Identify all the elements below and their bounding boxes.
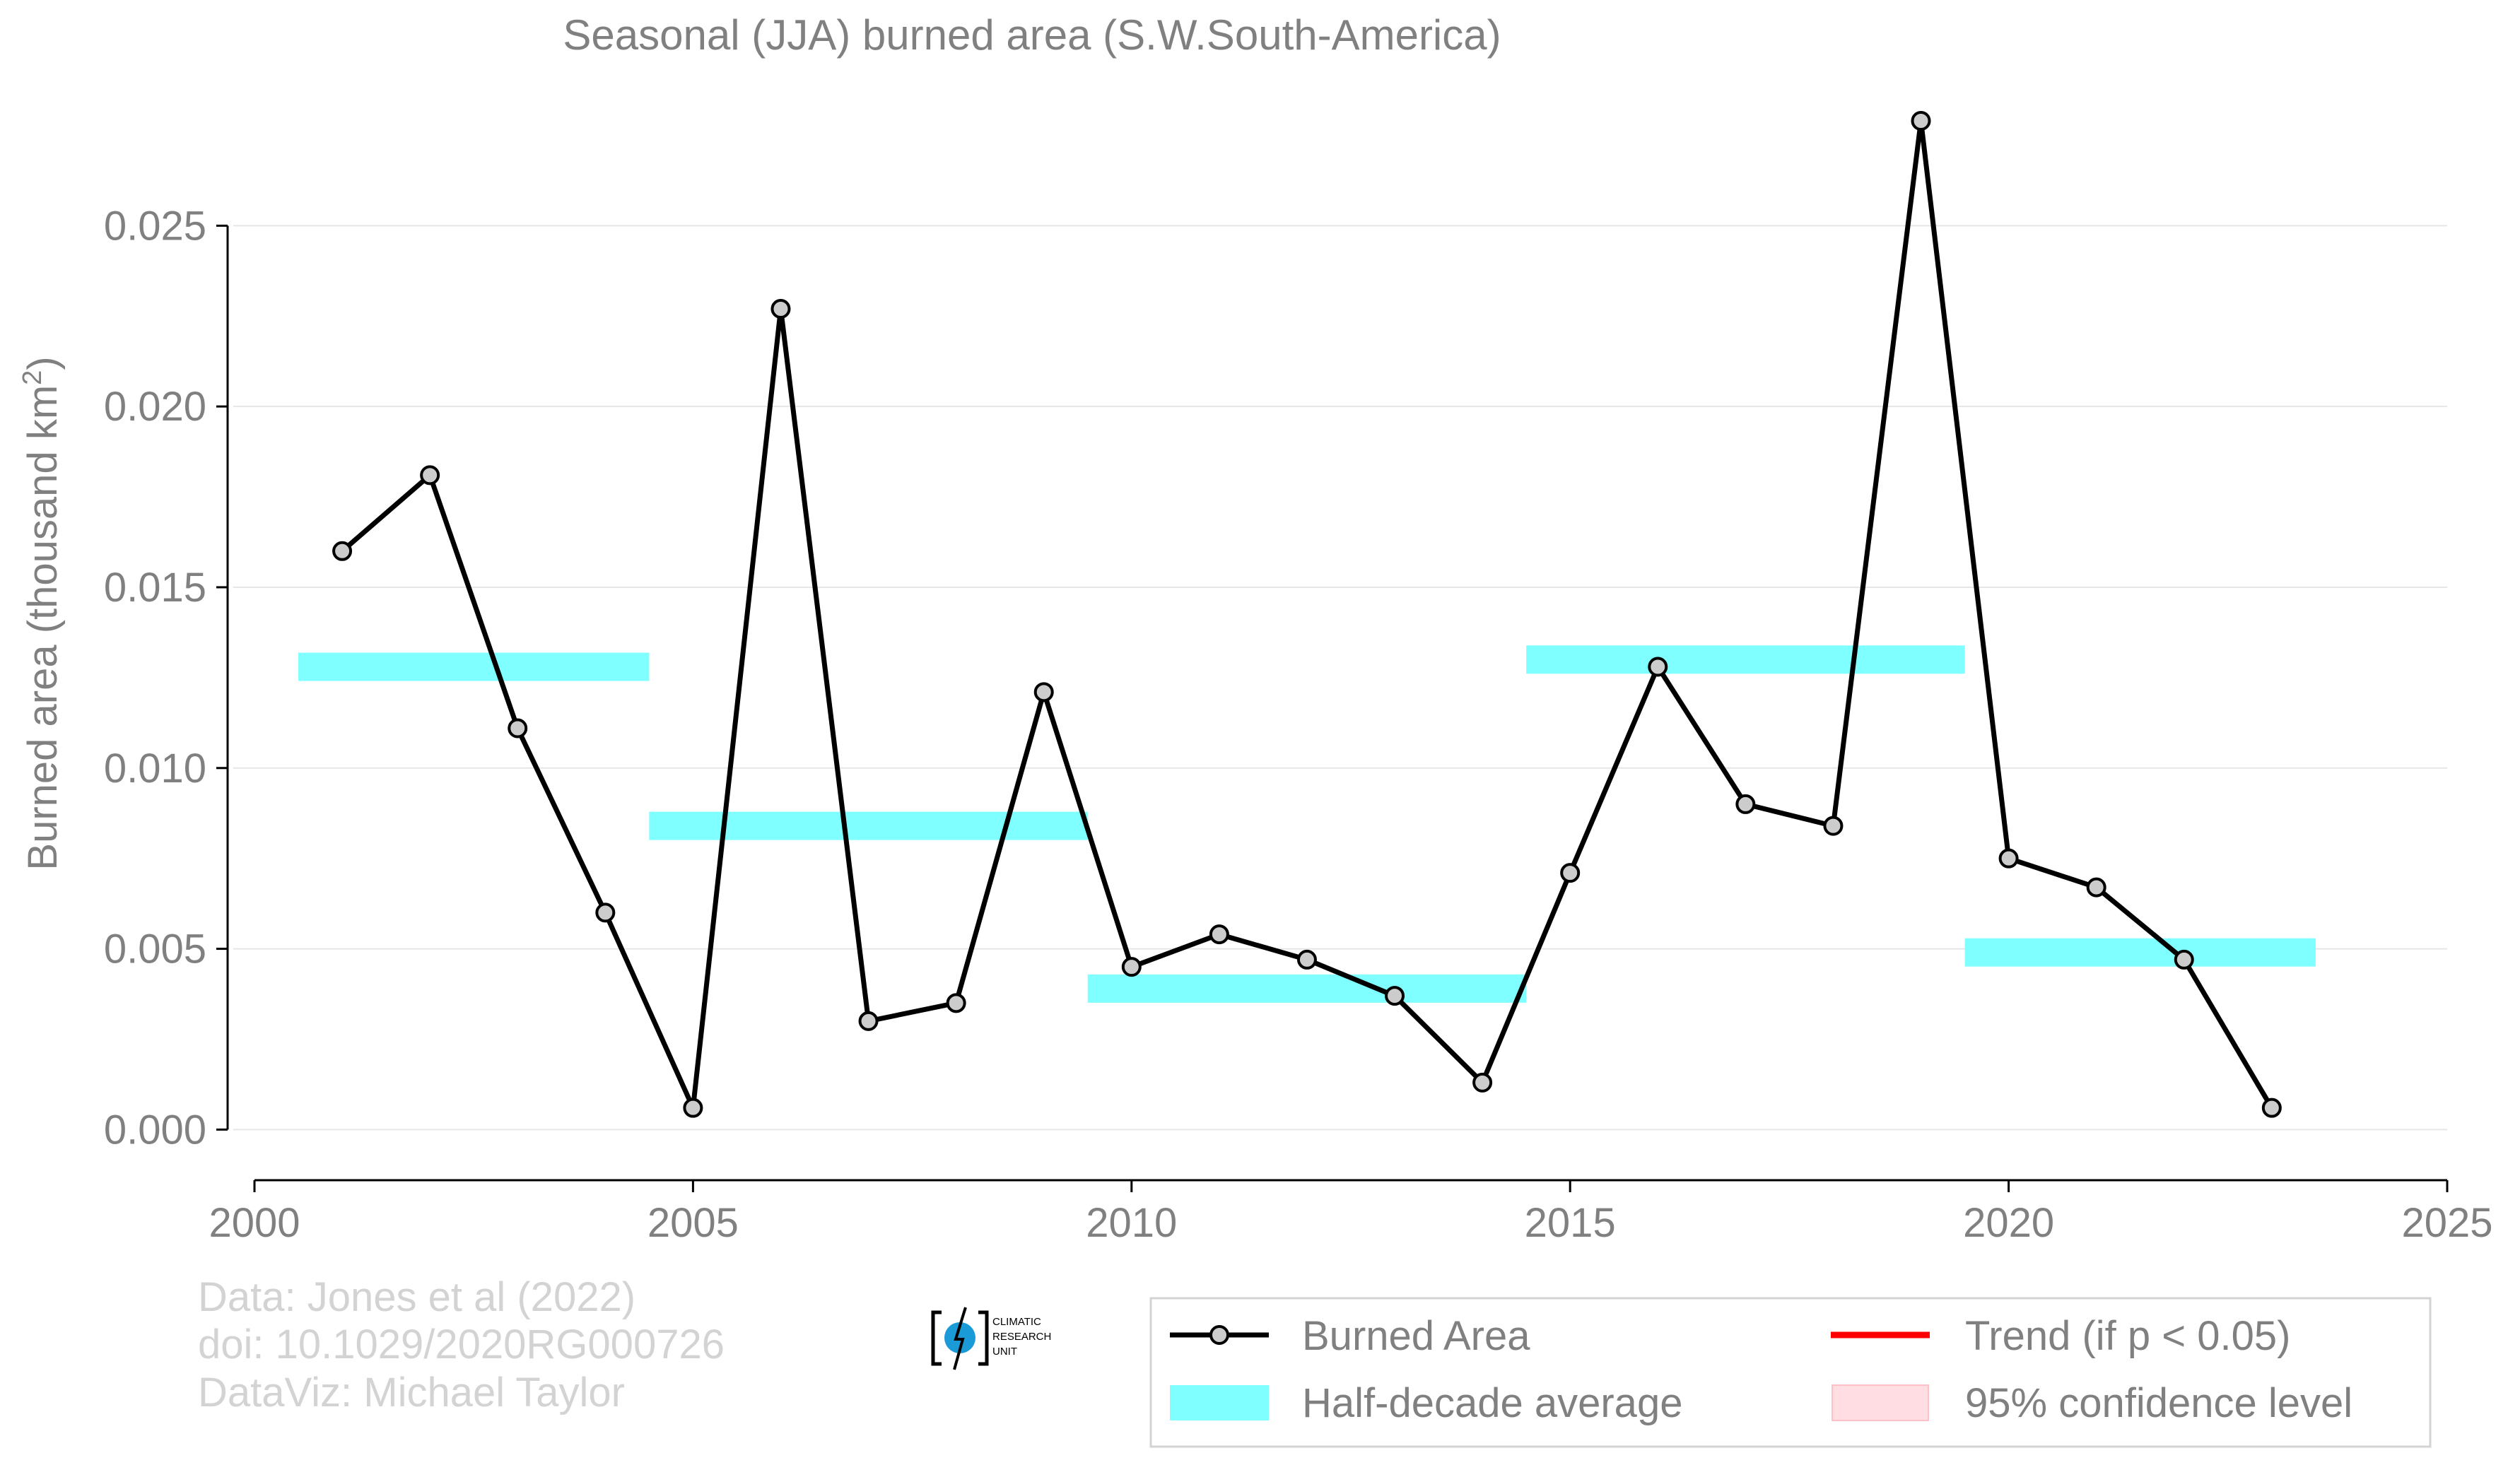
credit-doi: doi: 10.1029/2020RG000726 [198,1322,725,1367]
y-tick-label-4: 0.020 [104,384,206,430]
data-point-2008 [946,993,966,1013]
half-decade-band-4 [1964,938,2316,967]
chart-title: Seasonal (JJA) burned area (S.W.South-Am… [563,11,1501,59]
data-point-2013 [1385,986,1405,1006]
x-tick-label-4: 2020 [1963,1200,2054,1246]
data-point-2017 [1735,794,1756,814]
credits: Data: Jones et al (2022) doi: 10.1029/20… [198,1274,725,1416]
half-decade-band-3 [1526,645,1965,674]
x-tick-label-3: 2015 [1525,1200,1616,1246]
legend-half-decade-key [1170,1385,1269,1420]
data-point-2006 [770,299,791,319]
axes [216,224,2449,1192]
legend-label-half-decade: Half-decade average [1302,1380,1682,1426]
y-axis-label-sup: 2 [18,370,47,385]
x-tick-label-5: 2025 [2401,1200,2492,1246]
legend-label-burned-area: Burned Area [1302,1313,1530,1359]
data-point-2001 [332,541,353,561]
data-point-2005 [683,1098,703,1118]
y-axis-label: Burned area (thousand km2) [18,356,66,870]
cru-logo: CLIMATIC RESEARCH UNIT [931,1307,1051,1370]
legend-burned-area-marker-key [1209,1325,1229,1345]
half-decade-band-2 [1087,974,1527,1003]
y-tick-label-3: 0.015 [104,565,206,611]
data-point-2020 [1998,848,2019,869]
y-axis-label-close: ) [20,356,66,370]
half-decade-band-1 [649,811,1088,840]
logo-bracket-left [931,1310,942,1366]
data-point-2004 [595,902,616,923]
y-tick-label-0: 0.000 [104,1107,206,1153]
data-point-2011 [1209,924,1229,945]
logo-text-line-3: UNIT [992,1346,1017,1358]
data-point-2009 [1033,682,1054,702]
credit-dataviz: DataViz: Michael Taylor [198,1370,625,1416]
data-point-2010 [1121,957,1142,977]
data-point-2022 [2174,949,2194,970]
data-point-2023 [2261,1098,2282,1118]
x-tick-label-0: 2000 [209,1200,300,1246]
data-point-2015 [1560,863,1581,883]
x-tick-label-2: 2010 [1086,1200,1177,1246]
data-point-2003 [508,718,528,739]
x-tick-labels: 2000 2005 2010 2015 2020 2025 [209,1200,2492,1246]
legend-frame [1149,1297,2432,1448]
gridlines [233,225,2447,1131]
data-point-2007 [858,1011,879,1031]
data-point-2019 [1911,111,1931,131]
data-point-2021 [2086,877,2106,898]
data-point-2014 [1472,1072,1493,1093]
series-burned-area [332,111,2282,1118]
x-tick-label-1: 2005 [647,1200,739,1246]
legend-confidence-key [1832,1384,1929,1421]
data-point-2018 [1823,816,1844,836]
y-axis-label-main: Burned area (thousand km [20,385,66,871]
y-tick-label-2: 0.010 [104,746,206,792]
data-point-2002 [420,465,440,486]
logo-bolt [953,1307,967,1370]
y-tick-labels: 0.000 0.005 0.010 0.015 0.020 0.025 [104,203,206,1153]
y-tick-label-5: 0.025 [104,203,206,249]
logo-text-line-1: CLIMATIC [992,1316,1041,1328]
legend: Burned Area Half-decade average Trend (i… [1149,1297,2432,1448]
data-point-2016 [1648,657,1668,677]
logo-bracket-right [978,1310,989,1366]
half-decade-bands [298,645,2316,1003]
legend-label-trend: Trend (if p < 0.05) [1965,1313,2290,1359]
legend-label-confidence: 95% confidence level [1965,1380,2352,1426]
logo-text-line-2: RESEARCH [992,1331,1051,1343]
half-decade-band-0 [298,652,650,681]
y-tick-label-1: 0.005 [104,926,206,972]
data-point-2012 [1296,949,1317,970]
credit-data: Data: Jones et al (2022) [198,1274,635,1320]
